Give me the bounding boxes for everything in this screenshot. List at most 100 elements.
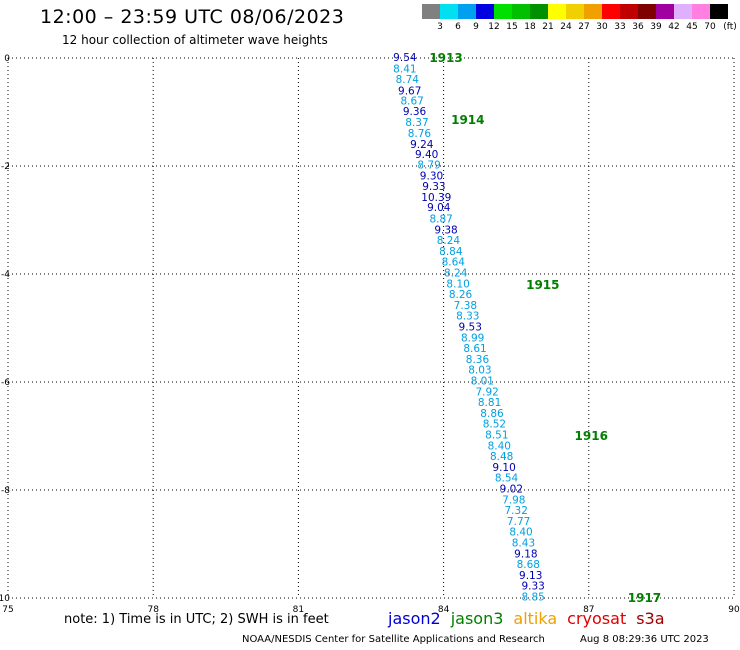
wave-height-label: 9.53	[459, 321, 482, 333]
y-tick-label: -2	[1, 162, 10, 172]
legend-item-jason2: jason2	[388, 609, 441, 628]
wave-height-label: 8.99	[461, 332, 484, 344]
y-tick-label: -4	[1, 270, 10, 280]
time-label: 1914	[451, 113, 484, 127]
color-swatch	[620, 4, 638, 19]
wave-height-label: 8.54	[495, 473, 519, 485]
color-scale-label: 15	[506, 22, 518, 32]
wave-height-label: 8.86	[480, 408, 504, 420]
wave-height-label: 8.24	[437, 235, 461, 247]
wave-height-label: 9.67	[398, 85, 421, 97]
wave-height-label: 8.01	[471, 375, 494, 387]
wave-height-label: 9.10	[492, 462, 515, 474]
color-swatch	[422, 4, 440, 19]
x-tick-label: 84	[438, 605, 450, 615]
color-scale-label: 21	[542, 22, 554, 32]
wave-height-label: 8.85	[521, 591, 544, 603]
wave-height-label: 8.10	[446, 278, 469, 290]
x-tick-label: 75	[2, 605, 13, 615]
color-swatch	[638, 4, 656, 19]
color-scale-label: 6	[455, 22, 461, 32]
wave-height-label: 7.92	[475, 386, 498, 398]
color-swatch	[494, 4, 512, 19]
wave-height-label: 9.13	[519, 570, 542, 582]
time-label: 1917	[628, 591, 661, 605]
wave-height-label: 8.40	[509, 527, 532, 539]
wave-height-label: 8.33	[456, 311, 479, 323]
wave-height-label: 8.87	[429, 213, 452, 225]
wave-height-label: 8.61	[463, 343, 486, 355]
wave-height-label: 9.24	[410, 139, 434, 151]
color-scale-label: 3	[437, 22, 443, 32]
wave-height-label: 8.51	[485, 429, 508, 441]
color-swatch	[584, 4, 602, 19]
y-tick-label: -6	[1, 378, 10, 388]
color-swatch	[566, 4, 584, 19]
color-scale-label: 9	[473, 22, 479, 32]
wave-height-label: 8.64	[442, 257, 466, 269]
color-scale-label: 39	[650, 22, 662, 32]
x-tick-label: 87	[583, 605, 594, 615]
color-swatch	[548, 4, 566, 19]
wave-height-label: 8.81	[478, 397, 501, 409]
time-label: 1913	[429, 51, 462, 65]
color-scale-unit: (ft)	[723, 22, 737, 32]
legend-item-s3a: s3a	[636, 609, 665, 628]
wave-height-label: 10.39	[421, 192, 451, 204]
wave-height-label: 7.98	[502, 494, 525, 506]
timestamp-text: Aug 8 08:29:36 UTC 2023	[580, 634, 709, 645]
color-scale-label: 36	[632, 22, 644, 32]
time-label: 1915	[526, 278, 559, 292]
wave-height-label: 8.40	[488, 440, 511, 452]
color-swatch	[458, 4, 476, 19]
page-title: 12:00 – 23:59 UTC 08/06/2023	[40, 6, 345, 28]
wave-height-label: 9.54	[393, 52, 417, 64]
color-scale-label: 24	[560, 22, 572, 32]
legend-item-altika: altika	[513, 609, 558, 628]
color-swatch	[476, 4, 494, 19]
color-swatch	[656, 4, 674, 19]
color-scale-label: 45	[686, 22, 698, 32]
wave-height-label: 8.24	[444, 267, 468, 279]
wave-height-label: 8.68	[517, 559, 540, 571]
credit-text: NOAA/NESDIS Center for Satellite Applica…	[242, 634, 545, 645]
color-swatch	[710, 4, 728, 19]
wave-height-label: 9.36	[403, 106, 427, 118]
wave-height-label: 9.04	[427, 202, 451, 214]
wave-height-label: 8.84	[439, 246, 463, 258]
wave-height-label: 9.02	[500, 483, 523, 495]
y-tick-label: -10	[0, 594, 10, 604]
legend-item-cryosat: cryosat	[567, 609, 627, 628]
satellite-legend: jason2 jason3 altika cryosat s3a	[388, 609, 675, 628]
color-scale-label: 12	[488, 22, 500, 32]
color-scale-label: 30	[596, 22, 608, 32]
x-tick-label: 81	[293, 605, 304, 615]
color-swatch	[440, 4, 458, 19]
wave-height-label: 9.40	[415, 149, 438, 161]
time-label: 1916	[575, 429, 608, 443]
color-scale-label: 42	[668, 22, 680, 32]
x-tick-label: 90	[728, 605, 740, 615]
color-scale-label: 70	[704, 22, 716, 32]
page-subtitle: 12 hour collection of altimeter wave hei…	[62, 33, 328, 47]
color-swatch	[512, 4, 530, 19]
color-swatch	[602, 4, 620, 19]
wave-height-label: 8.48	[490, 451, 513, 463]
wave-height-label: 9.38	[434, 224, 457, 236]
wave-height-label: 7.38	[454, 300, 477, 312]
wave-height-label: 9.18	[514, 548, 537, 560]
color-swatch	[692, 4, 710, 19]
color-scale-label: 18	[524, 22, 536, 32]
wave-height-label: 8.52	[483, 419, 506, 431]
legend-item-jason3: jason3	[450, 609, 504, 628]
wave-height-label: 7.32	[505, 505, 528, 517]
wave-height-label: 8.37	[405, 117, 428, 129]
wave-height-label: 7.77	[507, 516, 530, 528]
note-text: note: 1) Time is in UTC; 2) SWH is in fe…	[64, 612, 329, 627]
wave-height-label: 8.79	[417, 159, 440, 171]
wave-height-label: 8.26	[449, 289, 473, 301]
wave-height-label: 8.76	[408, 128, 432, 140]
wave-height-label: 8.43	[512, 537, 535, 549]
wave-height-label: 8.03	[468, 365, 491, 377]
